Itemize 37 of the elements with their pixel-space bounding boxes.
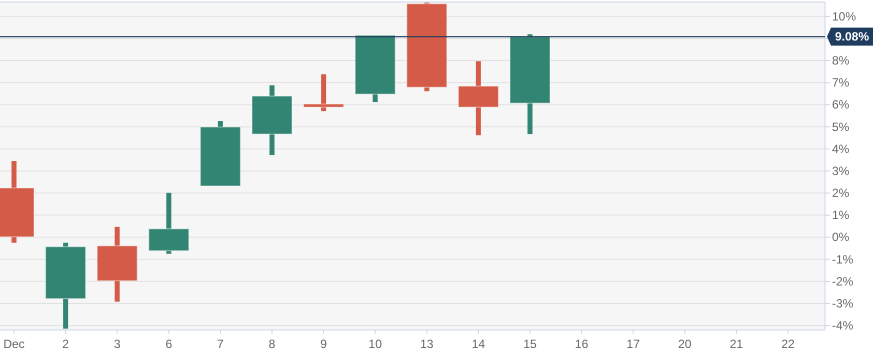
x-tick-label: 20	[678, 337, 692, 351]
x-tick-label: 17	[626, 337, 640, 351]
y-tick-label: 3%	[832, 164, 850, 178]
candlestick	[148, 192, 190, 254]
x-tick-label: 10	[368, 337, 382, 351]
y-tick-label: 7%	[832, 76, 850, 90]
x-tick-label: 2	[62, 337, 70, 351]
ref-line-label: 9.08%	[834, 30, 870, 44]
x-tick-label: 9	[320, 337, 328, 351]
candlestick	[252, 85, 292, 156]
x-tick-label: 3	[114, 337, 121, 351]
y-tick-label: -3%	[832, 296, 854, 310]
y-tick-label: 1%	[832, 208, 850, 222]
y-tick-label: 10%	[832, 9, 856, 24]
y-tick-label: -1%	[832, 252, 854, 266]
y-tick-label: -2%	[832, 274, 854, 288]
candlestick	[458, 61, 499, 136]
x-tick-label: 15	[523, 337, 537, 351]
x-tick-label: Dec	[3, 337, 25, 351]
y-tick-label: 6%	[832, 98, 850, 112]
y-tick-label: 2%	[832, 186, 850, 200]
x-tick-label: 13	[420, 337, 434, 351]
candlestick	[96, 226, 138, 302]
x-tick-label: 22	[781, 337, 795, 351]
x-tick-label: 6	[165, 337, 172, 351]
x-tick-label: 16	[574, 337, 589, 351]
x-tick-label: 14	[472, 337, 486, 351]
y-tick-label: 4%	[832, 142, 850, 156]
x-tick-label: 8	[268, 337, 276, 351]
candlestick	[354, 34, 396, 102]
y-tick-label: 8%	[832, 54, 850, 68]
candlestick	[200, 121, 241, 186]
x-tick-label: 21	[730, 337, 744, 351]
x-tick-label: 7	[217, 337, 224, 351]
y-tick-label: -4%	[832, 318, 854, 333]
y-tick-label: 0%	[832, 230, 850, 244]
y-tick-label: 5%	[832, 120, 850, 134]
